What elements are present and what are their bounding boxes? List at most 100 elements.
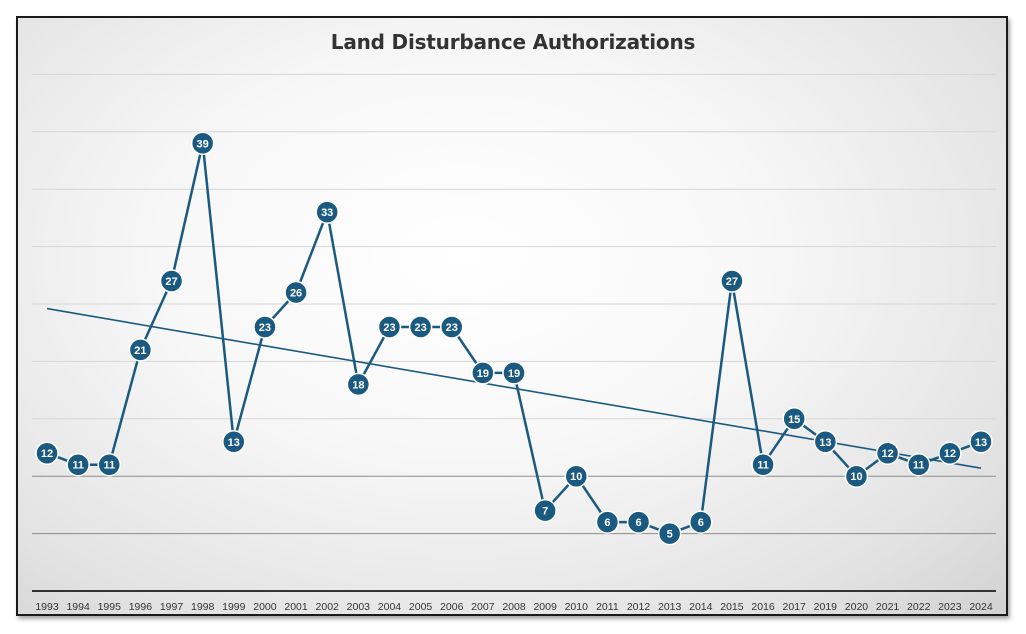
data-point-2024 <box>969 430 993 454</box>
data-label-2019: 13 <box>819 437 831 449</box>
chart-frame <box>16 16 1008 616</box>
data-point-2016 <box>751 452 775 477</box>
x-tick-label-2000: 2000 <box>253 601 277 613</box>
data-point-1997 <box>159 269 184 293</box>
x-tick-label-2006: 2006 <box>440 601 464 613</box>
x-tick-label-2024: 2024 <box>969 601 993 613</box>
data-point-1994 <box>66 452 90 477</box>
data-point-2004 <box>377 315 402 339</box>
x-tick-label-2008: 2008 <box>502 601 526 613</box>
x-tick-label-2003: 2003 <box>347 601 371 613</box>
data-point-2001 <box>284 280 308 305</box>
x-tick-label-2014: 2014 <box>689 601 713 613</box>
chart-title: Land Disturbance Authorizations <box>330 30 696 54</box>
x-tick-label-2001: 2001 <box>284 601 308 613</box>
data-label-2007: 19 <box>477 368 489 380</box>
data-label-1995: 11 <box>103 460 115 472</box>
x-tick-label-1995: 1995 <box>98 601 122 613</box>
data-label-2016: 11 <box>757 460 769 472</box>
x-tick-label-2016: 2016 <box>751 601 775 613</box>
data-label-2010: 10 <box>570 471 582 483</box>
data-label-2001: 26 <box>290 288 302 300</box>
series-group <box>46 142 982 535</box>
data-point-2006 <box>439 315 464 339</box>
x-tick-label-2009: 2009 <box>533 601 557 613</box>
x-tick-label-2019: 2019 <box>814 601 838 613</box>
x-tick-label-1997: 1997 <box>160 601 184 613</box>
data-label-2006: 23 <box>446 322 458 334</box>
data-point-2015 <box>720 269 744 293</box>
data-label-2021: 12 <box>881 448 893 460</box>
data-label-1998: 39 <box>197 138 209 150</box>
data-point-1993 <box>35 441 59 465</box>
markers-group: 12 11 11 21 27 39 13 23 26 33 18 23 23 23 19 19 7 10 6 6 5 6 2… <box>35 131 993 546</box>
data-label-2000: 23 <box>259 322 271 334</box>
data-label-2004: 23 <box>383 322 395 334</box>
x-tick-label-2013: 2013 <box>658 601 682 613</box>
x-tick-label-1996: 1996 <box>129 601 153 613</box>
trendline <box>46 307 982 469</box>
x-tick-label-2010: 2010 <box>565 601 589 613</box>
x-tick-label-2021: 2021 <box>876 601 900 613</box>
data-label-2017: 15 <box>788 414 800 426</box>
x-tick-label-2012: 2012 <box>627 601 651 613</box>
x-tick-label-1999: 1999 <box>222 601 246 613</box>
x-tick-label-1994: 1994 <box>66 601 90 613</box>
data-point-2013 <box>657 521 682 546</box>
data-point-2011 <box>595 510 620 534</box>
data-point-2010 <box>564 464 589 488</box>
data-point-1999 <box>222 430 246 454</box>
x-tick-label-2002: 2002 <box>316 601 340 613</box>
data-label-1993: 12 <box>41 448 53 460</box>
data-label-2020: 10 <box>850 471 862 483</box>
x-tick-label-2005: 2005 <box>409 601 433 613</box>
x-tick-label-2020: 2020 <box>845 601 869 613</box>
x-axis-ticks: 1993 1994 1995 1996 1997 1998 1999 2000 2001 2002… <box>35 601 993 613</box>
data-point-1998 <box>190 131 215 156</box>
data-label-1996: 21 <box>134 345 146 357</box>
data-point-2020 <box>844 464 869 488</box>
x-tick-label-2004: 2004 <box>378 601 402 613</box>
data-point-2000 <box>253 315 277 339</box>
data-point-2021 <box>875 441 900 465</box>
x-tick-label-2015: 2015 <box>720 601 744 613</box>
data-point-2022 <box>906 452 931 477</box>
data-label-2002: 33 <box>321 207 333 219</box>
gridlines <box>32 73 996 592</box>
x-tick-label-1993: 1993 <box>35 601 59 613</box>
data-label-2023: 12 <box>944 448 956 460</box>
data-point-1995 <box>97 452 122 477</box>
data-point-2019 <box>813 430 838 454</box>
data-label-1999: 13 <box>228 437 240 449</box>
x-tick-label-2017: 2017 <box>783 601 807 613</box>
data-point-2017 <box>782 407 806 431</box>
data-point-1996 <box>128 338 153 362</box>
data-label-2011: 6 <box>604 517 610 529</box>
data-label-1997: 27 <box>165 276 177 288</box>
data-label-2009: 7 <box>542 506 548 518</box>
data-point-2023 <box>938 441 962 465</box>
data-label-2003: 18 <box>352 379 364 391</box>
data-label-2008: 19 <box>508 368 520 380</box>
data-label-2014: 6 <box>698 517 704 529</box>
x-tick-label-2007: 2007 <box>471 601 495 613</box>
x-tick-label-2011: 2011 <box>596 601 619 613</box>
x-tick-label-2022: 2022 <box>907 601 931 613</box>
data-label-1994: 11 <box>72 460 84 472</box>
data-point-2003 <box>346 372 371 397</box>
data-label-2012: 6 <box>635 517 641 529</box>
data-point-2008 <box>502 361 526 385</box>
data-point-2002 <box>315 200 339 224</box>
data-label-2024: 13 <box>975 437 987 449</box>
data-point-2014 <box>689 510 713 534</box>
data-point-2012 <box>626 510 651 534</box>
trendline-group <box>46 307 982 469</box>
series-line <box>46 142 982 535</box>
data-label-2005: 23 <box>414 322 426 334</box>
data-point-2005 <box>408 315 433 339</box>
data-point-2009 <box>533 498 557 523</box>
x-tick-label-2023: 2023 <box>938 601 962 613</box>
data-point-2007 <box>471 361 495 385</box>
data-label-2015: 27 <box>726 276 738 288</box>
